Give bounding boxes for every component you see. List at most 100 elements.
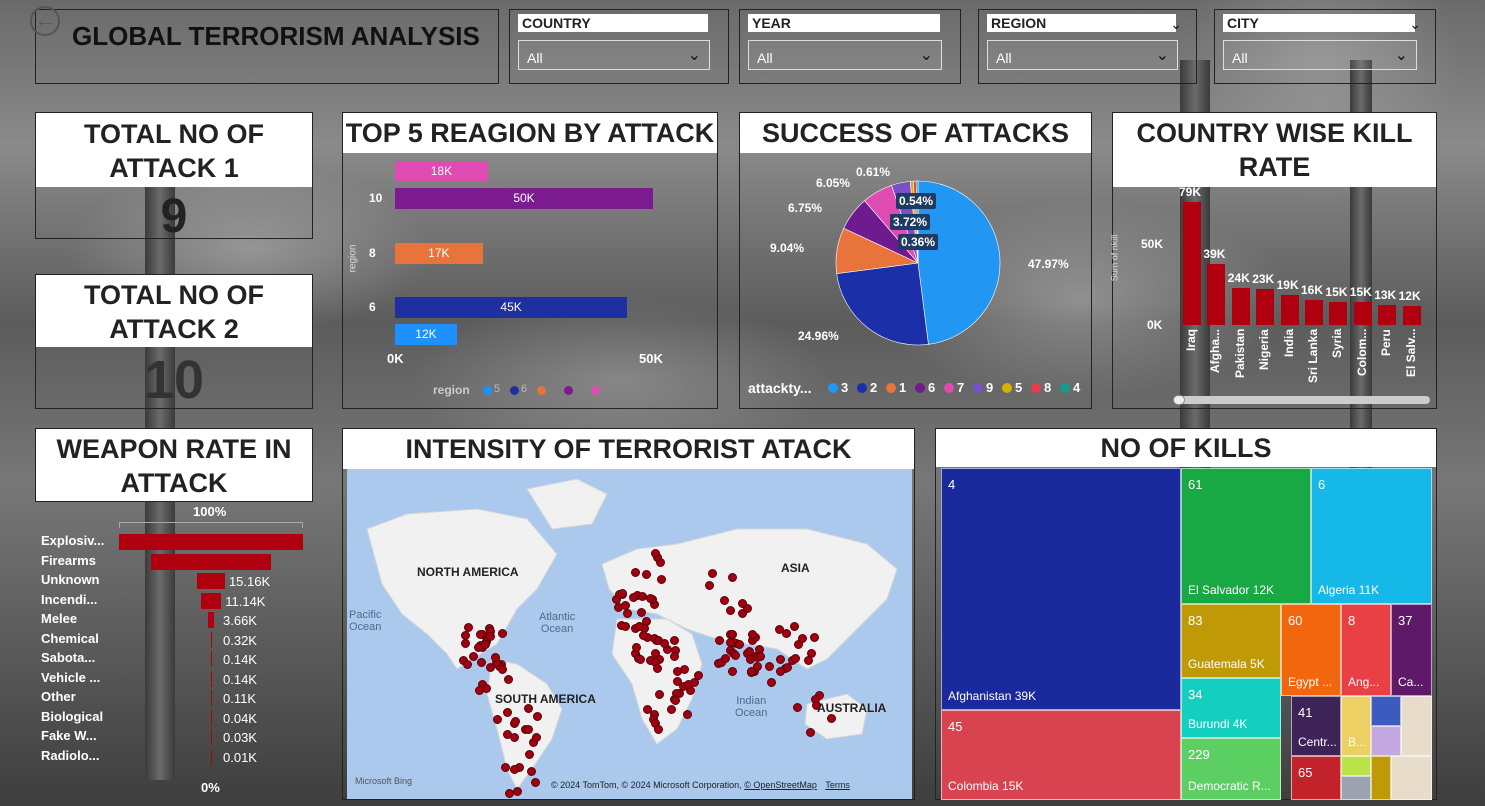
attack-dot[interactable] bbox=[523, 704, 533, 714]
attack-dot[interactable] bbox=[746, 667, 756, 677]
attack-dot[interactable] bbox=[651, 549, 661, 559]
attack-dot[interactable] bbox=[636, 654, 646, 664]
attack-dot[interactable] bbox=[638, 592, 648, 602]
attack-dot[interactable] bbox=[804, 655, 814, 665]
legend-dot[interactable] bbox=[564, 386, 573, 395]
attack-dot[interactable] bbox=[753, 662, 763, 672]
attack-dot[interactable] bbox=[531, 778, 541, 788]
attack-dot[interactable] bbox=[783, 663, 793, 673]
attack-dot[interactable] bbox=[714, 635, 724, 645]
pie-slice[interactable] bbox=[917, 180, 1001, 345]
attack-dot[interactable] bbox=[463, 623, 473, 632]
attack-dot[interactable] bbox=[502, 708, 512, 718]
attack-dot[interactable] bbox=[485, 632, 495, 642]
attack-dot[interactable] bbox=[689, 677, 699, 687]
scrollbar-handle[interactable] bbox=[1173, 395, 1185, 405]
attack-dot[interactable] bbox=[474, 643, 484, 652]
legend-dot[interactable] bbox=[1060, 383, 1070, 393]
treemap-cell[interactable] bbox=[1371, 726, 1401, 756]
attack-dot[interactable] bbox=[510, 764, 520, 774]
attack-dot[interactable] bbox=[498, 628, 508, 638]
attack-dot[interactable] bbox=[793, 703, 803, 713]
weapon-bar[interactable] bbox=[151, 553, 271, 570]
attack-dot[interactable] bbox=[708, 569, 718, 579]
attack-dot[interactable] bbox=[504, 675, 514, 685]
treemap-cell[interactable] bbox=[1371, 696, 1401, 726]
treemap-cell[interactable]: 229 Democratic R... bbox=[1181, 738, 1281, 800]
attack-dot[interactable] bbox=[765, 661, 775, 671]
attack-dot[interactable] bbox=[755, 652, 765, 662]
attack-dot[interactable] bbox=[790, 622, 800, 632]
region-bar[interactable]: 50K bbox=[395, 188, 653, 209]
attack-dot[interactable] bbox=[806, 728, 816, 738]
attack-dot[interactable] bbox=[653, 663, 663, 673]
weapon-bar[interactable] bbox=[200, 592, 222, 609]
legend-dot[interactable] bbox=[591, 386, 600, 395]
kill-bar[interactable] bbox=[1207, 264, 1226, 325]
legend-dot[interactable] bbox=[510, 386, 519, 395]
treemap-cell[interactable]: 45 Colombia 15K bbox=[941, 710, 1181, 800]
region-bar[interactable]: 17K bbox=[395, 243, 483, 264]
region-dropdown[interactable]: All ⌄ bbox=[987, 40, 1178, 70]
city-slicer[interactable]: CITY ⌄ All ⌄ bbox=[1214, 9, 1436, 84]
treemap-cell[interactable] bbox=[1401, 696, 1432, 756]
attack-dot[interactable] bbox=[726, 638, 736, 648]
attack-dot[interactable] bbox=[746, 654, 756, 664]
weapon-bar[interactable] bbox=[207, 612, 215, 628]
attack-dot[interactable] bbox=[526, 766, 536, 776]
attack-dot[interactable] bbox=[727, 666, 737, 676]
attack-dot[interactable] bbox=[502, 729, 512, 739]
attack-dot[interactable] bbox=[790, 653, 800, 663]
attack-dot[interactable] bbox=[468, 652, 478, 662]
world-map[interactable] bbox=[347, 469, 912, 799]
treemap-cell[interactable]: 83 Guatemala 5K bbox=[1181, 604, 1281, 678]
attack-dot[interactable] bbox=[645, 594, 655, 604]
attack-dot[interactable] bbox=[497, 665, 507, 675]
attack-dot[interactable] bbox=[621, 622, 631, 632]
pie-slice[interactable] bbox=[836, 262, 929, 346]
region-bar[interactable]: 45K bbox=[395, 297, 628, 318]
attack-dot[interactable] bbox=[654, 725, 664, 735]
kill-bar[interactable] bbox=[1231, 287, 1250, 325]
kill-bar[interactable] bbox=[1280, 295, 1299, 325]
region-bar[interactable]: 18K bbox=[395, 161, 488, 182]
attack-dot[interactable] bbox=[670, 652, 680, 662]
attack-dot[interactable] bbox=[493, 715, 503, 725]
attack-dot[interactable] bbox=[486, 663, 496, 672]
attack-dot[interactable] bbox=[728, 572, 738, 582]
attack-dot[interactable] bbox=[639, 631, 649, 641]
chevron-down-icon[interactable]: ⌄ bbox=[1409, 16, 1421, 32]
attack-dot[interactable] bbox=[628, 593, 638, 603]
attack-dot[interactable] bbox=[654, 689, 664, 699]
attack-dot[interactable] bbox=[738, 608, 748, 618]
attack-dot[interactable] bbox=[672, 677, 682, 687]
attack-dot[interactable] bbox=[734, 640, 744, 650]
kill-bar[interactable] bbox=[1305, 300, 1323, 325]
weapon-bar[interactable] bbox=[197, 573, 225, 589]
attack-dot[interactable] bbox=[743, 603, 753, 613]
treemap-cell[interactable] bbox=[1341, 776, 1371, 800]
weapon-bar[interactable] bbox=[119, 534, 303, 550]
attack-dot[interactable] bbox=[721, 654, 731, 664]
legend-dot[interactable] bbox=[973, 383, 983, 393]
attack-dot[interactable] bbox=[631, 568, 640, 578]
attack-dot[interactable] bbox=[720, 595, 730, 605]
attack-dot[interactable] bbox=[523, 724, 533, 734]
treemap-cell[interactable]: 8 Ang... bbox=[1341, 604, 1391, 696]
attack-dot[interactable] bbox=[481, 684, 491, 694]
legend-dot[interactable] bbox=[537, 386, 546, 395]
attack-dot[interactable] bbox=[621, 600, 631, 610]
kill-bar[interactable] bbox=[1183, 202, 1201, 325]
attack-dot[interactable] bbox=[632, 643, 642, 652]
legend-dot[interactable] bbox=[886, 383, 896, 393]
attack-dot[interactable] bbox=[669, 635, 679, 645]
treemap-cell[interactable]: 41 Centr... bbox=[1291, 696, 1341, 756]
attack-dot[interactable] bbox=[673, 666, 683, 676]
weapon-bar[interactable] bbox=[210, 748, 212, 765]
attack-dot[interactable] bbox=[641, 569, 651, 579]
attack-dot[interactable] bbox=[704, 581, 714, 591]
treemap-cell[interactable] bbox=[1371, 756, 1391, 800]
legend-dot[interactable] bbox=[915, 383, 925, 393]
year-dropdown[interactable]: All ⌄ bbox=[748, 40, 942, 70]
attack-dot[interactable] bbox=[683, 709, 693, 719]
